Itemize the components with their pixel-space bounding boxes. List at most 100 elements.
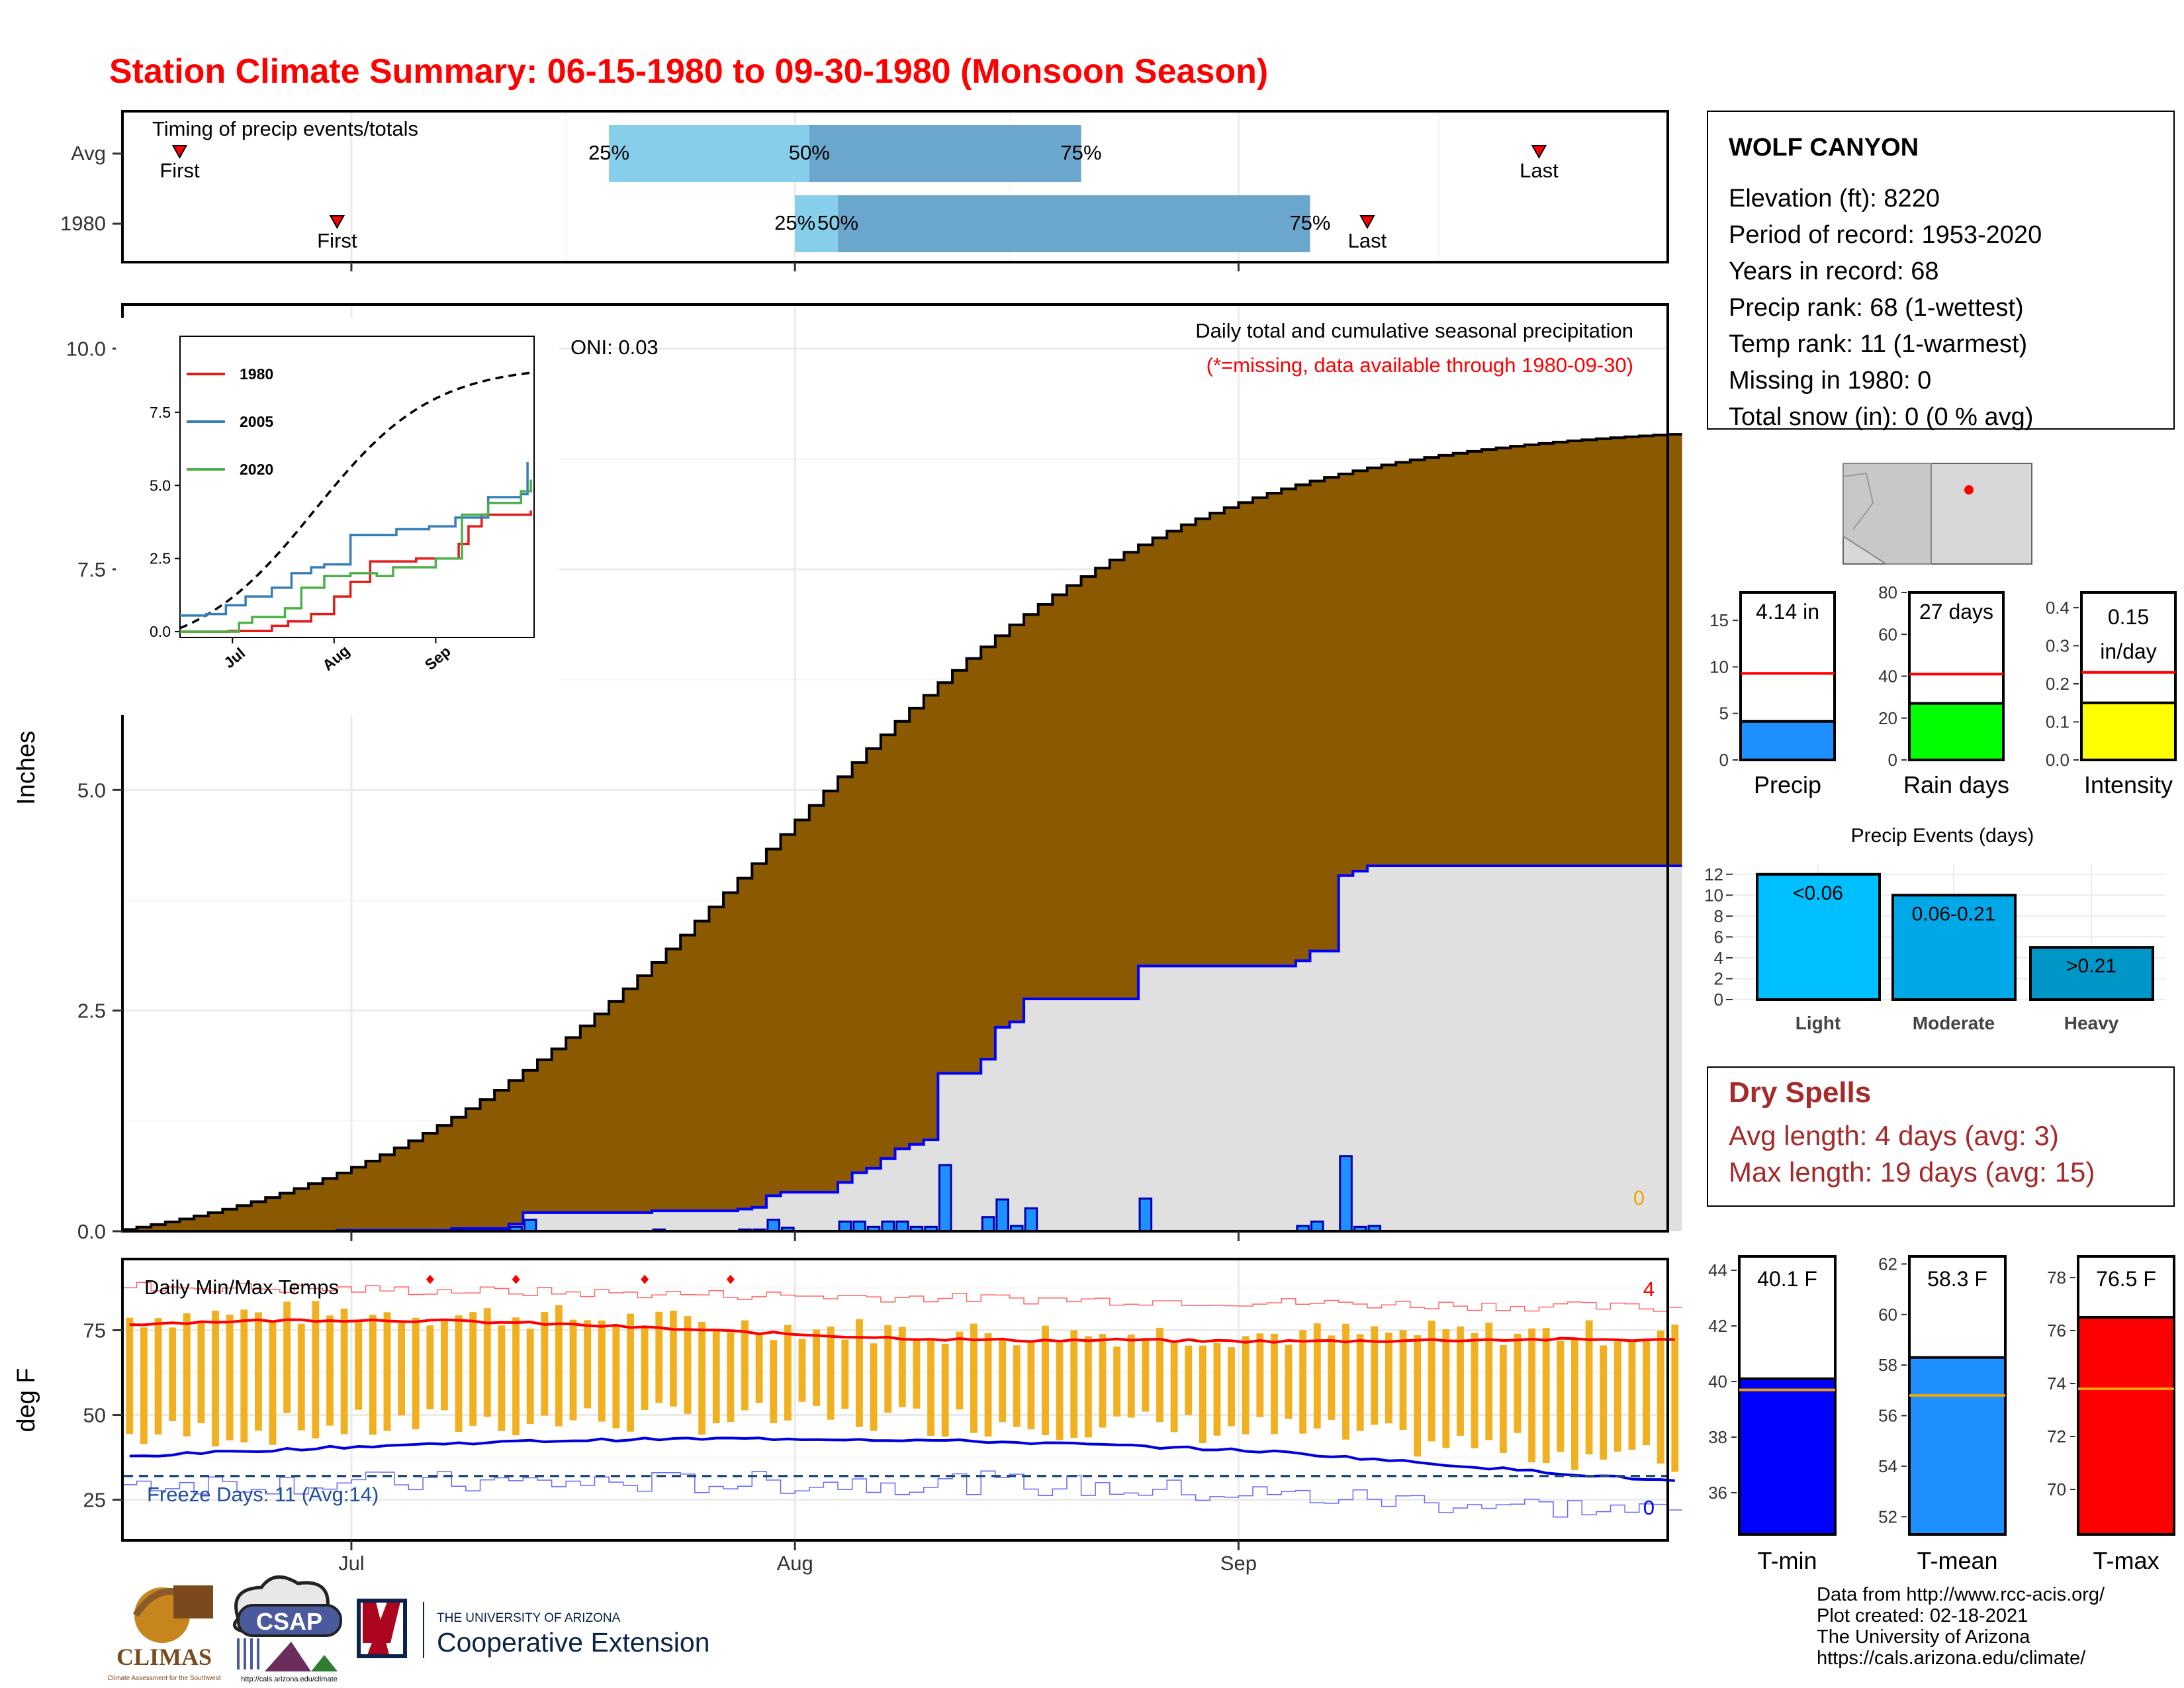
daily-temp-bar: [283, 1301, 291, 1413]
daily-temp-bar: [269, 1322, 277, 1445]
inset-legend-label-2020: 2020: [240, 461, 273, 478]
inset-series-1980: [180, 510, 532, 633]
summary-value-label: 27 days: [1919, 600, 1993, 624]
timing-pct-50: 50%: [789, 141, 830, 164]
temp-y-tick-label: 25: [83, 1489, 106, 1512]
summary-bar-rain-days: [1908, 702, 2005, 762]
summary-value-unit: in/day: [2100, 639, 2156, 663]
avg-min-temp-line: [129, 1436, 1675, 1482]
timing-pct-25: 25%: [588, 141, 629, 164]
station-info-line: Years in record: 68: [1729, 258, 1939, 285]
events-bar-label: 0.06-0.21: [1912, 903, 1996, 925]
summary-bar-name: Intensity: [2084, 771, 2173, 798]
daily-precip-bar: [881, 1220, 895, 1233]
summary-y-tick-label: 15: [1709, 610, 1729, 630]
daily-temp-bar: [898, 1327, 906, 1407]
temp-bar-y-tick-label: 58: [1878, 1355, 1897, 1375]
x-tick-label-aug: Aug: [777, 1552, 813, 1575]
temp-panel: Daily Min/Max Temps Freeze Days: 11 (Avg…: [13, 1258, 1682, 1542]
dry-spells-box: Dry Spells Avg length: 4 days (avg: 3) M…: [1707, 1066, 2175, 1207]
inset-series-2020: [180, 479, 532, 633]
temp-bar-y-tick-label: 78: [2047, 1268, 2066, 1288]
daily-temp-bar: [927, 1340, 934, 1436]
inset-y-tick-label: 7.5: [150, 404, 171, 421]
daily-temp-bar: [1442, 1329, 1450, 1448]
daily-temp-bar: [1499, 1344, 1507, 1453]
temp-y-tick-label: 75: [83, 1319, 106, 1342]
timing-bar-q25-q50: [795, 195, 839, 252]
avg-max-temp-line: [129, 1318, 1675, 1344]
daily-temp-bar: [1585, 1320, 1593, 1455]
events-y-tick-label: 10: [1704, 885, 1723, 905]
precip-y-tick-label: 5.0: [77, 778, 106, 802]
daily-precip-bar: [1138, 1197, 1153, 1233]
events-bar-label: >0.21: [2066, 955, 2116, 977]
daily-temp-bar: [1614, 1341, 1621, 1452]
daily-temp-bar: [1542, 1328, 1550, 1464]
freeze-days: Freeze Days: 11 (Avg:14): [147, 1483, 379, 1506]
events-y-tick-label: 6: [1714, 927, 1723, 947]
daily-precip-bar: [1339, 1155, 1353, 1233]
daily-temp-bar: [1356, 1334, 1364, 1431]
record-high-marker: [512, 1274, 520, 1284]
daily-temp-bar: [412, 1317, 420, 1430]
daily-temp-bar: [512, 1317, 520, 1436]
temp-bar-t-min: [1738, 1377, 1837, 1536]
daily-temp-bar: [941, 1343, 949, 1437]
record-low-line: [122, 1470, 1682, 1518]
daily-temp-bar: [1285, 1344, 1293, 1419]
timing-last-marker: [1531, 145, 1547, 160]
timing-row-avg: Avg: [71, 142, 106, 165]
station-info-line: Elevation (ft): 8220: [1729, 185, 1940, 212]
daily-temp-bar: [169, 1327, 177, 1421]
station-info-box: WOLF CANYON Elevation (ft): 8220 Period o…: [1707, 111, 2175, 431]
precip-deficit-area: [122, 434, 1682, 1232]
missing-count: 0: [1633, 1186, 1645, 1209]
daily-temp-bar: [1228, 1347, 1235, 1427]
daily-temp-bar: [1170, 1340, 1178, 1432]
timing-pct-25: 25%: [774, 211, 815, 234]
daily-temp-bar: [1271, 1333, 1278, 1434]
daily-precip-bar: [523, 1219, 537, 1233]
temp-bar-value-label: 76.5 F: [2096, 1267, 2156, 1291]
daily-temp-bar: [398, 1323, 406, 1416]
events-bar-name: Moderate: [1913, 1013, 1995, 1033]
station-info-line: Precip rank: 68 (1-wettest): [1729, 294, 2024, 322]
precip-y-tick-label: 0.0: [77, 1220, 106, 1243]
events-y-tick-label: 2: [1714, 968, 1723, 988]
daily-temp-bar: [326, 1315, 334, 1426]
daily-temp-bar: [870, 1343, 878, 1431]
daily-temp-bar: [741, 1320, 749, 1411]
daily-temp-bar: [455, 1315, 463, 1432]
events-bar-name: Light: [1796, 1013, 1841, 1033]
record-high-marker: [641, 1274, 649, 1284]
dry-spells-max: Max length: 19 days (avg: 15): [1729, 1156, 2095, 1188]
events-y-tick-label: 4: [1714, 948, 1723, 968]
csap-logo-url: http://cals.arizona.edu/climate: [241, 1675, 338, 1683]
temp-bar-name: T-max: [2093, 1547, 2159, 1574]
inset-legend-label-2005: 2005: [240, 413, 273, 430]
daily-temp-bar: [1328, 1335, 1336, 1420]
record-high-count: 4: [1643, 1278, 1655, 1301]
daily-temp-bar: [1528, 1328, 1536, 1463]
record-high-marker: [726, 1274, 735, 1284]
temp-bar-y-tick-label: 52: [1878, 1507, 1897, 1526]
daily-temp-bar: [884, 1325, 892, 1413]
summary-bar-intensity: [2080, 701, 2177, 761]
daily-temp-bar: [1027, 1340, 1035, 1430]
daily-temp-bar: [312, 1301, 320, 1438]
daily-temp-bar: [383, 1312, 391, 1431]
temp-bar-y-tick-label: 44: [1708, 1260, 1727, 1280]
daily-temp-bar: [154, 1318, 162, 1435]
daily-temp-bar: [426, 1325, 434, 1409]
daily-temp-bar: [684, 1316, 692, 1414]
temp-bar-y-tick-label: 60: [1878, 1305, 1897, 1325]
daily-temp-bar: [441, 1321, 448, 1411]
station-info-line: Total snow (in): 0 (0 % avg): [1729, 403, 2033, 431]
summary-y-tick-label: 60: [1878, 624, 1897, 644]
precip-y-tick-label: 2.5: [77, 1000, 106, 1023]
daily-temp-bar: [226, 1314, 234, 1441]
daily-temp-bar: [1185, 1345, 1193, 1415]
station-info-line: Missing in 1980: 0: [1729, 367, 1931, 395]
inset-y-tick-label: 0.0: [150, 623, 171, 640]
